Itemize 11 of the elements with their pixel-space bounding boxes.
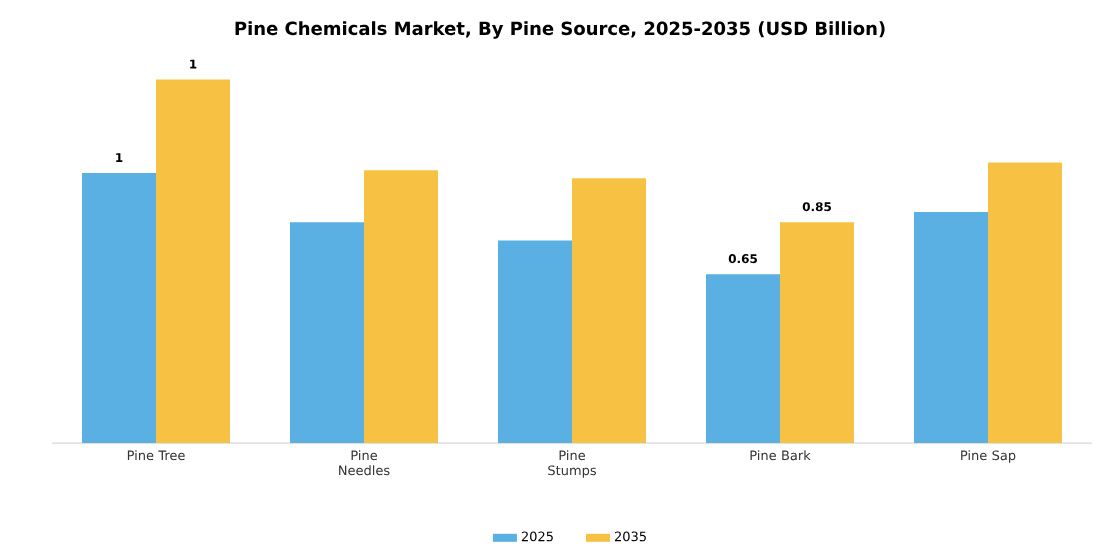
- bar: [572, 178, 646, 444]
- bar: [706, 274, 780, 444]
- bar: [364, 170, 439, 444]
- bar: [156, 79, 231, 444]
- bar: [290, 222, 365, 444]
- bar: [913, 211, 988, 444]
- bar: [987, 162, 1062, 444]
- bar: [498, 240, 572, 444]
- bar: [82, 172, 157, 444]
- bar: [780, 222, 854, 444]
- chart-title: Pine Chemicals Market, By Pine Source, 2025-2035 (USD Billion): [235, 21, 885, 39]
